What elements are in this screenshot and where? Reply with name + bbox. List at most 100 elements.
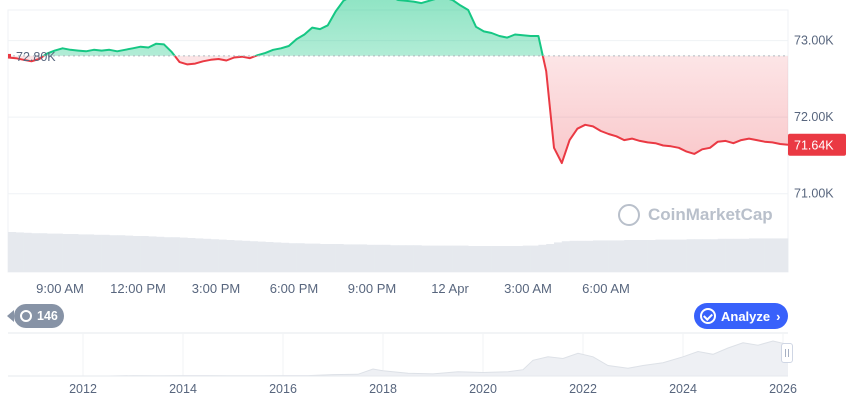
- navigator-year-label: 2012: [69, 382, 97, 396]
- volume-bar: [226, 240, 235, 272]
- volume-bar: [327, 244, 336, 272]
- volume-bar: [530, 245, 539, 272]
- y-tick-label: 72.00K: [794, 110, 834, 124]
- history-badge[interactable]: 146: [7, 304, 64, 328]
- price-line-down: [7, 55, 789, 165]
- volume-bar: [647, 240, 656, 272]
- volume-bar: [164, 237, 173, 272]
- baseline-marker: [8, 53, 11, 58]
- price-labels: 71.64K: [788, 133, 846, 156]
- volume-bar: [585, 240, 594, 272]
- volume-bars: [8, 232, 789, 272]
- x-tick-label: 9:00 AM: [36, 281, 84, 296]
- volume-bar: [273, 242, 282, 272]
- volume-bar: [593, 240, 602, 272]
- volume-bar: [156, 236, 165, 272]
- volume-bar: [304, 243, 313, 272]
- volume-bar: [749, 238, 758, 272]
- volume-bar: [179, 237, 188, 272]
- volume-bar: [756, 238, 765, 272]
- watermark-text: CoinMarketCap: [648, 205, 773, 224]
- volume-bar: [281, 242, 290, 272]
- volume-bar: [335, 244, 344, 272]
- price-area: [8, 0, 788, 164]
- volume-bar: [694, 239, 703, 272]
- volume-bar: [725, 238, 734, 272]
- x-axis: 9:00 AM 12:00 PM 3:00 PM 6:00 PM 9:00 PM 12 A…: [36, 281, 630, 296]
- analyze-icon: [700, 308, 716, 324]
- volume-bar: [764, 238, 773, 272]
- volume-bar: [421, 245, 430, 272]
- volume-bar: [132, 236, 141, 272]
- volume-bar: [632, 240, 641, 272]
- volume-bar: [491, 246, 500, 272]
- volume-bar: [499, 246, 508, 272]
- volume-bar: [15, 232, 24, 272]
- volume-bar: [639, 240, 648, 272]
- volume-bar: [249, 241, 258, 272]
- navigator-year-label: 2018: [369, 382, 397, 396]
- volume-bar: [460, 245, 469, 272]
- volume-bar: [148, 236, 157, 272]
- up-area: [8, 0, 788, 56]
- volume-bar: [476, 246, 485, 272]
- navigator-drag-handle[interactable]: [781, 343, 793, 363]
- volume-bar: [616, 240, 625, 272]
- volume-bar: [296, 243, 305, 272]
- x-tick-label: 3:00 PM: [192, 281, 240, 296]
- volume-bar: [374, 244, 383, 272]
- navigator-year-label: 2020: [469, 382, 497, 396]
- volume-bar: [101, 234, 110, 272]
- volume-bar: [429, 245, 438, 272]
- current-price-label: 71.64K: [794, 139, 834, 153]
- current-price-tag: [788, 133, 846, 156]
- navigator-area: [8, 341, 788, 376]
- down-area: [8, 55, 788, 164]
- volume-bar: [39, 233, 48, 272]
- volume-bar: [554, 242, 563, 272]
- history-count: 146: [37, 309, 58, 323]
- navigator-year-label: 2014: [169, 382, 197, 396]
- volume-bar: [187, 238, 196, 272]
- volume-bar: [366, 244, 375, 272]
- volume-bar: [538, 244, 547, 272]
- volume-bar: [655, 239, 664, 272]
- navigator[interactable]: 2012 2014 2016 2018 2020 2022 2024 2026: [8, 332, 797, 396]
- volume-bar: [608, 240, 617, 272]
- baseline: 72.80K: [8, 50, 788, 64]
- volume-bar: [210, 239, 219, 272]
- volume-bar: [351, 244, 360, 272]
- volume-bar: [561, 241, 570, 272]
- volume-bar: [125, 235, 134, 272]
- volume-bar: [780, 238, 789, 272]
- volume-bar: [710, 239, 719, 272]
- navigator-year-label: 2024: [669, 382, 697, 396]
- volume-bar: [382, 244, 391, 272]
- volume-bar: [62, 234, 71, 272]
- x-tick-label: 6:00 AM: [582, 281, 630, 296]
- volume-bar: [772, 238, 781, 272]
- volume-bar: [359, 244, 368, 272]
- baseline-label: 72.80K: [16, 50, 56, 64]
- volume-bar: [600, 240, 609, 272]
- volume-bar: [413, 245, 422, 272]
- volume-bar: [109, 235, 118, 272]
- coinmarketcap-logo-icon: [618, 204, 640, 226]
- volume-bar: [577, 240, 586, 272]
- volume-bar: [671, 239, 680, 272]
- volume-bar: [265, 242, 274, 272]
- volume-bar: [70, 234, 79, 272]
- watermark: CoinMarketCap: [618, 204, 773, 226]
- navigator-year-label: 2022: [569, 382, 597, 396]
- volume-bar: [234, 240, 243, 272]
- volume-bar: [203, 238, 212, 272]
- volume-bar: [452, 245, 461, 272]
- volume-bar: [686, 239, 695, 272]
- volume-bar: [117, 235, 126, 272]
- volume-bar: [288, 243, 297, 272]
- volume-bar: [242, 240, 251, 272]
- analyze-button[interactable]: Analyze ›: [694, 303, 788, 329]
- volume-bar: [398, 245, 407, 272]
